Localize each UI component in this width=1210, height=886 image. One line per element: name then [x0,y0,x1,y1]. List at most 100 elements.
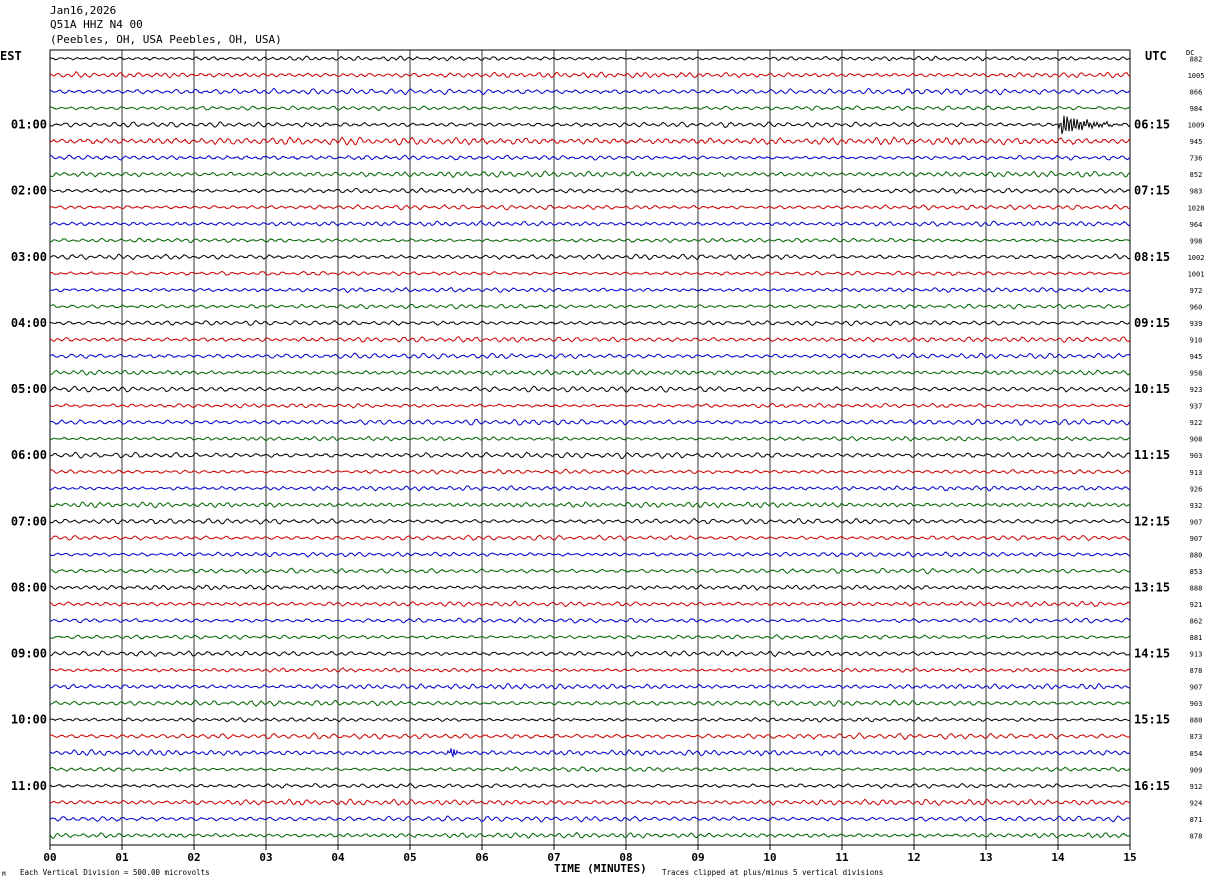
plot-frame [49,49,1131,846]
seismic-trace [49,204,1131,211]
dc-offset-label: 882 [1190,56,1203,64]
seismic-trace [49,220,1131,227]
left-hour-label: 05:00 [11,382,47,396]
dc-offset-label: 945 [1190,353,1203,361]
dc-offset-label: 862 [1190,618,1203,626]
x-tick-label: 11 [835,851,849,864]
x-tick-label: 05 [403,851,416,864]
x-tick-label: 01 [115,851,129,864]
dc-offset-label: 853 [1190,568,1203,576]
right-hour-label: 07:15 [1134,184,1170,198]
dc-offset-label: 983 [1190,188,1203,196]
seismic-trace [49,782,1131,789]
dc-offset-label: 907 [1190,684,1203,692]
seismic-trace [49,699,1131,707]
dc-offset-label: 881 [1190,634,1203,642]
dc-offset-label: 871 [1190,816,1203,824]
left-hour-label: 06:00 [11,448,47,462]
dc-offset-label: 964 [1190,221,1203,229]
seismic-trace [49,567,1131,575]
x-tick-label: 10 [763,851,776,864]
dc-offset-label: 998 [1190,237,1203,245]
dc-offset-label: 922 [1190,419,1203,427]
seismic-trace [49,368,1131,376]
dc-offset-label: 878 [1190,832,1203,840]
x-tick-label: 12 [907,851,920,864]
x-axis-label: TIME (MINUTES) [554,862,647,875]
left-hour-label: 09:00 [11,647,47,661]
seismic-trace [49,55,1131,62]
x-tick-label: 03 [259,851,272,864]
dc-offset-header: DC [1186,49,1195,57]
seismic-trace [49,253,1131,261]
dc-offset-label: 937 [1190,403,1203,411]
dc-offset-label: 924 [1190,799,1203,807]
seismic-trace [49,501,1131,509]
dc-offset-label: 910 [1190,337,1203,345]
dc-offset-label: 873 [1190,733,1203,741]
station-channel: Q51A HHZ N4 00 [50,18,143,31]
dc-offset-label: 945 [1190,138,1203,146]
x-tick-label: 15 [1123,851,1136,864]
seismic-trace [49,634,1131,640]
dc-offset-label: 1002 [1188,254,1205,262]
dc-offset-label: 903 [1190,700,1203,708]
right-hour-label: 11:15 [1134,448,1170,462]
x-tick-label: 00 [43,851,56,864]
seismic-trace [49,136,1131,146]
seismic-trace [49,71,1131,79]
seismic-trace [49,468,1131,475]
seismic-trace [49,798,1131,806]
seismic-trace [49,418,1131,426]
dc-offset-label: 1028 [1188,204,1205,212]
right-hour-label: 13:15 [1134,580,1170,594]
seismic-trace [49,87,1131,96]
seismic-trace [49,600,1131,608]
seismic-trace [49,385,1131,393]
seismic-trace [49,766,1131,773]
seismic-trace [49,320,1131,327]
dc-offset-label: 912 [1190,783,1203,791]
dc-offset-label: 932 [1190,502,1203,510]
x-tick-label: 08 [619,851,632,864]
seismic-trace [49,286,1131,294]
seismic-trace [49,617,1131,624]
left-hour-label: 10:00 [11,713,47,727]
dc-offset-label: 1009 [1188,122,1205,130]
dc-offset-label: 880 [1190,717,1203,725]
dc-offset-label: 878 [1190,667,1203,675]
seismic-trace [49,517,1131,525]
seismic-trace [49,534,1131,542]
seismic-trace [49,815,1131,823]
seismic-trace [49,352,1131,360]
seismic-trace [49,115,1131,135]
record-date: Jan16,2026 [50,4,117,17]
x-tick-label: 07 [547,851,560,864]
seismic-trace [49,154,1131,161]
right-hour-label: 12:15 [1134,514,1170,528]
seismic-trace [49,748,1131,759]
dc-offset-label: 909 [1190,766,1203,774]
dc-offset-label: 958 [1190,370,1203,378]
seismic-trace [49,831,1131,839]
seismic-trace [49,270,1131,277]
seismic-trace [49,187,1131,194]
dc-offset-label: 866 [1190,89,1203,97]
right-hour-label: 15:15 [1134,713,1170,727]
dc-offset-label: 880 [1190,551,1203,559]
right-hour-label: 10:15 [1134,382,1170,396]
left-hour-label: 01:00 [11,118,47,132]
dc-offset-label: 736 [1190,155,1203,163]
dc-offset-label: 960 [1190,303,1203,311]
right-hour-label: 06:15 [1134,118,1170,132]
dc-offset-label: 913 [1190,469,1203,477]
seismic-trace [49,451,1131,460]
x-tick-label: 06 [475,851,489,864]
dc-offset-label: 984 [1190,105,1203,113]
dc-offset-label: 854 [1190,750,1203,758]
x-tick-label: 14 [1051,851,1065,864]
dc-offset-label: 1005 [1188,72,1205,80]
right-timezone-label: UTC [1145,49,1167,63]
seismic-trace [49,584,1131,591]
